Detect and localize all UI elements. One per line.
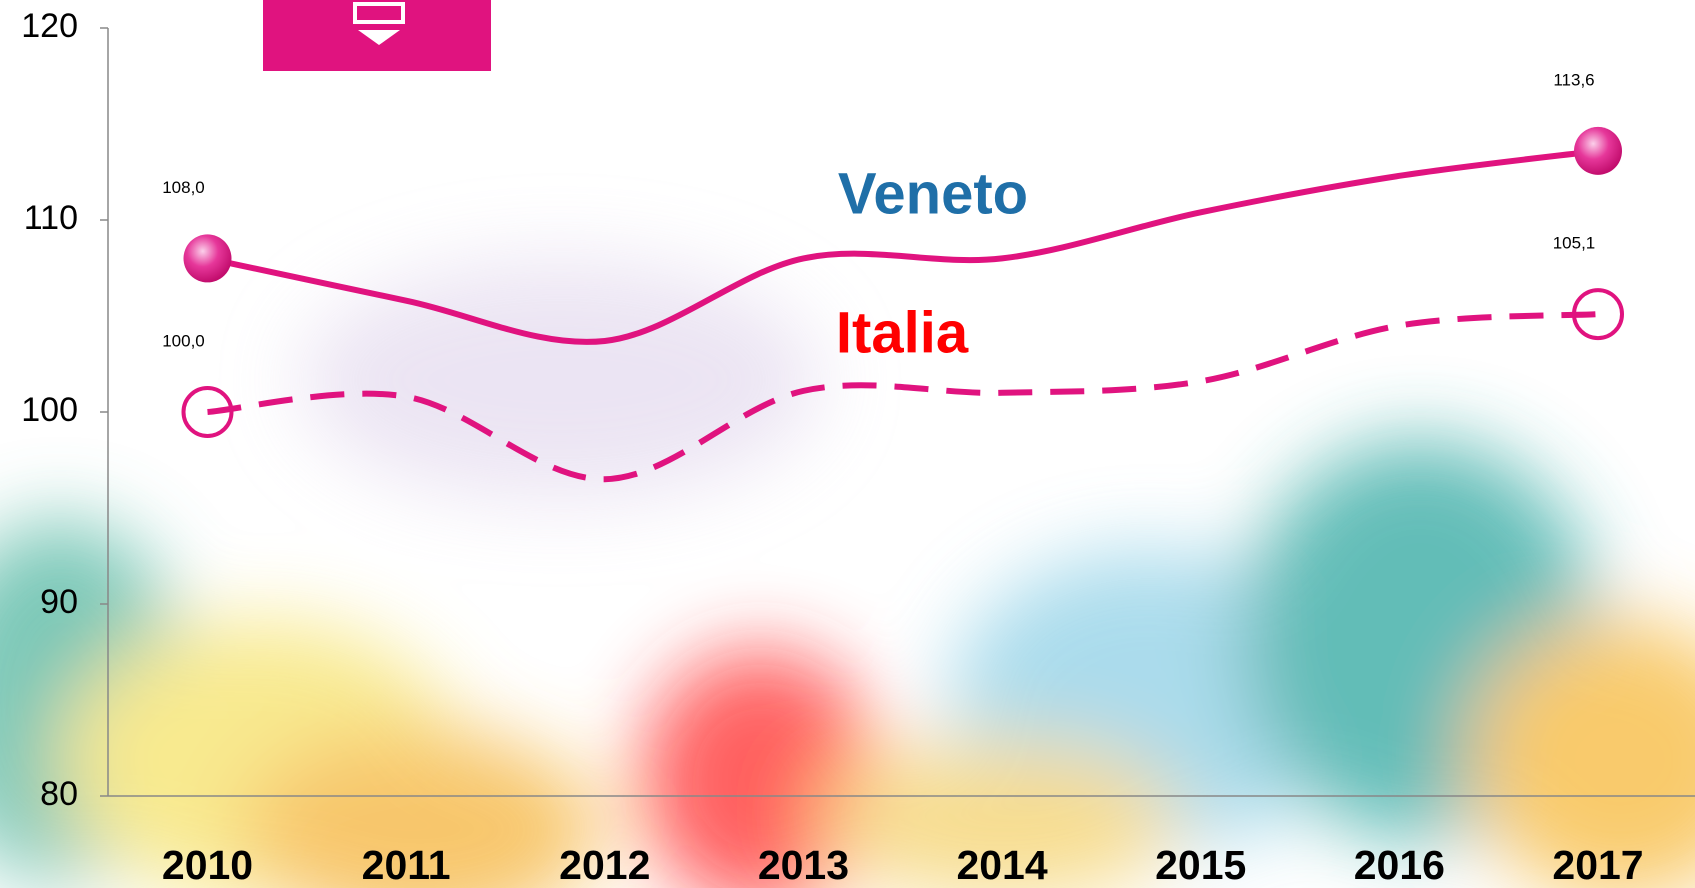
y-tick-label: 90 [40,583,78,621]
point-marker [1574,126,1622,175]
data-label: 100,0 [162,331,205,350]
x-tick-label: 2014 [956,842,1047,888]
x-tick-label: 2017 [1552,842,1643,888]
series-line [206,147,1599,345]
x-tick-label: 2011 [362,842,451,888]
y-tick-label: 110 [24,199,78,237]
point-marker [1572,288,1624,341]
y-tick-label: 100 [21,391,78,429]
data-label: 108,0 [162,178,205,197]
x-tick-label: 2013 [758,842,849,888]
data-label: 105,1 [1553,234,1596,253]
y-tick-label: 120 [21,7,78,45]
series-line [207,311,1599,483]
y-tick-label: 80 [40,775,78,813]
x-tick-label: 2016 [1354,842,1445,888]
point-marker [181,386,234,438]
point-marker [183,234,232,283]
series-name: Veneto [838,161,1028,226]
background-splash [0,260,1695,888]
x-tick-label: 2015 [1155,842,1246,888]
x-tick-label: 2012 [559,842,650,888]
x-tick-label: 2010 [162,842,253,888]
logo-box [263,0,491,71]
data-label: 113,6 [1553,70,1594,89]
series-name: Italia [836,300,969,365]
